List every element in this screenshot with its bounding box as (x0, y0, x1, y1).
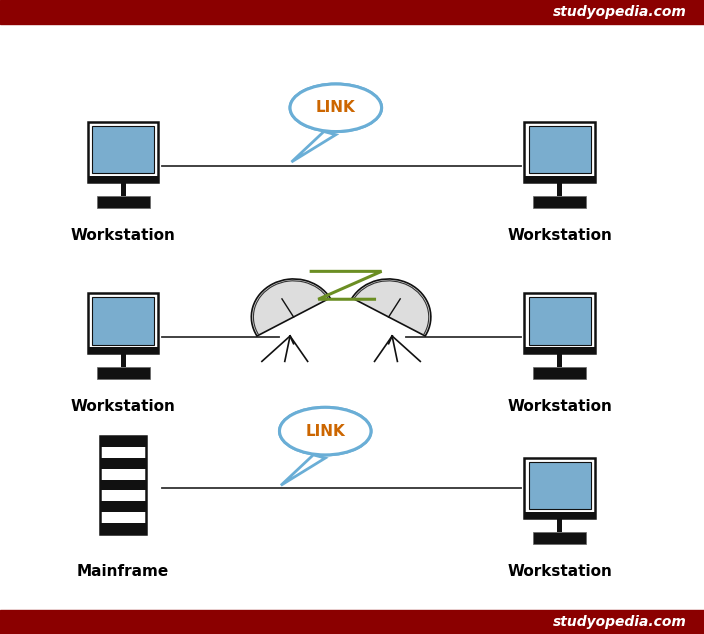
FancyBboxPatch shape (88, 293, 158, 354)
FancyBboxPatch shape (0, 610, 704, 634)
Text: LINK: LINK (306, 424, 345, 439)
FancyBboxPatch shape (100, 512, 146, 523)
FancyBboxPatch shape (558, 354, 562, 368)
Wedge shape (352, 279, 431, 336)
FancyBboxPatch shape (558, 519, 562, 533)
FancyBboxPatch shape (558, 183, 562, 197)
FancyBboxPatch shape (0, 0, 704, 24)
Ellipse shape (279, 408, 371, 455)
FancyBboxPatch shape (100, 479, 146, 491)
FancyBboxPatch shape (100, 523, 146, 534)
FancyBboxPatch shape (534, 197, 586, 208)
Text: Workstation: Workstation (71, 228, 175, 243)
Wedge shape (251, 279, 330, 336)
Ellipse shape (279, 408, 371, 455)
Ellipse shape (290, 84, 382, 131)
FancyBboxPatch shape (529, 462, 591, 510)
FancyBboxPatch shape (88, 176, 158, 183)
FancyBboxPatch shape (524, 293, 595, 354)
FancyBboxPatch shape (524, 122, 595, 183)
FancyBboxPatch shape (92, 126, 154, 174)
FancyBboxPatch shape (100, 436, 146, 447)
FancyBboxPatch shape (88, 122, 158, 183)
FancyBboxPatch shape (524, 176, 595, 183)
FancyBboxPatch shape (100, 447, 146, 458)
Text: studyopedia.com: studyopedia.com (553, 615, 686, 629)
Polygon shape (291, 131, 336, 162)
FancyBboxPatch shape (534, 533, 586, 543)
Text: Workstation: Workstation (508, 228, 612, 243)
FancyBboxPatch shape (524, 512, 595, 519)
Text: Mainframe: Mainframe (77, 564, 170, 579)
Ellipse shape (290, 84, 382, 131)
FancyBboxPatch shape (534, 368, 586, 379)
FancyBboxPatch shape (100, 491, 146, 501)
Text: Workstation: Workstation (508, 564, 612, 579)
FancyBboxPatch shape (529, 297, 591, 345)
Text: Workstation: Workstation (71, 399, 175, 415)
Text: Workstation: Workstation (508, 399, 612, 415)
FancyBboxPatch shape (121, 183, 125, 197)
Text: studyopedia.com: studyopedia.com (553, 5, 686, 19)
FancyBboxPatch shape (524, 458, 595, 519)
FancyBboxPatch shape (96, 197, 149, 208)
FancyBboxPatch shape (100, 501, 146, 512)
Polygon shape (281, 455, 325, 486)
FancyBboxPatch shape (92, 297, 154, 345)
FancyBboxPatch shape (96, 368, 149, 379)
FancyBboxPatch shape (524, 347, 595, 354)
Text: LINK: LINK (316, 100, 356, 115)
FancyBboxPatch shape (88, 347, 158, 354)
FancyBboxPatch shape (100, 469, 146, 479)
FancyBboxPatch shape (121, 354, 125, 368)
FancyBboxPatch shape (100, 458, 146, 469)
FancyBboxPatch shape (529, 126, 591, 174)
